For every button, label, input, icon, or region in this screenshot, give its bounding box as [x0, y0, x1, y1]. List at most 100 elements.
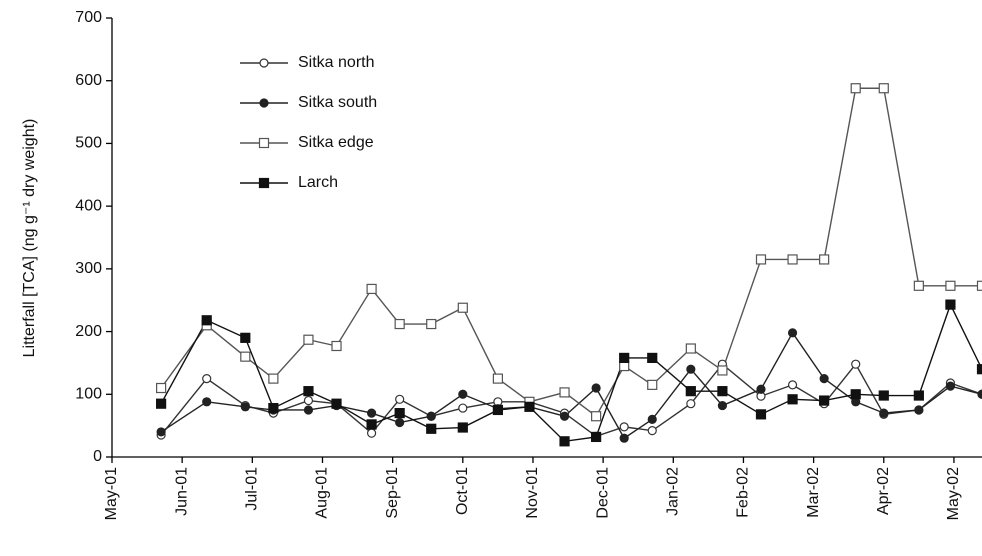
data-point [647, 379, 658, 390]
x-tick-label: Jan-02 [665, 467, 682, 516]
data-point [426, 318, 437, 330]
x-tick-label: Nov-01 [524, 467, 541, 519]
data-point [755, 254, 767, 265]
legend-label: Larch [298, 174, 338, 191]
y-tick-label: 500 [75, 135, 102, 152]
data-point [945, 381, 956, 391]
series-line [160, 331, 982, 440]
data-point [492, 373, 503, 384]
data-point [426, 411, 436, 421]
data-point [458, 389, 468, 399]
data-point [879, 408, 889, 418]
data-point [619, 433, 629, 443]
data-point [850, 83, 861, 94]
data-point [755, 409, 767, 420]
x-tick-label: Jul-01 [244, 467, 261, 511]
data-point [717, 386, 728, 397]
x-tick-label: Feb-02 [735, 467, 752, 518]
data-point [851, 359, 861, 369]
legend-marker [259, 98, 269, 108]
y-tick-label: 300 [75, 260, 102, 277]
data-point [202, 374, 212, 384]
data-point [976, 364, 982, 375]
data-point [878, 83, 889, 94]
data-point [426, 423, 437, 434]
data-point [492, 404, 503, 416]
data-point [787, 380, 798, 390]
data-point [685, 386, 696, 397]
data-point [717, 365, 728, 376]
y-tick-label: 0 [93, 448, 102, 465]
legend-label: Sitka south [298, 94, 377, 111]
data-point [559, 436, 570, 447]
legend-marker [258, 137, 270, 149]
data-point [366, 408, 377, 418]
x-tick-label: Jun-01 [173, 467, 190, 516]
data-point [878, 390, 889, 401]
legend-label: Sitka edge [298, 134, 374, 151]
y-tick-label: 600 [75, 72, 102, 89]
data-point [366, 419, 377, 430]
data-point [524, 401, 535, 412]
data-point [366, 428, 377, 438]
legend-marker [259, 58, 269, 68]
data-point [268, 373, 279, 384]
data-point [647, 352, 658, 364]
data-point [303, 405, 314, 415]
y-tick-label: 700 [75, 9, 102, 26]
x-tick-label: Sep-01 [384, 467, 401, 519]
data-point [458, 403, 468, 413]
data-point [819, 254, 830, 265]
data-point [914, 405, 924, 415]
data-point [201, 315, 212, 326]
data-point [394, 408, 405, 419]
data-point [686, 364, 696, 374]
data-point [395, 394, 405, 404]
data-point [976, 280, 982, 291]
legend-marker [258, 177, 270, 189]
data-point [945, 280, 956, 291]
data-point [240, 351, 251, 362]
legend-label: Sitka north [298, 54, 374, 71]
data-point [647, 414, 657, 424]
data-point [686, 399, 696, 409]
data-point [913, 390, 924, 401]
data-point [303, 334, 314, 345]
data-point [331, 340, 342, 352]
data-point [559, 387, 570, 398]
data-point [303, 386, 314, 397]
data-point [787, 394, 798, 405]
x-tick-label: May-02 [945, 467, 962, 520]
data-point [240, 402, 250, 412]
series-line [160, 362, 982, 438]
x-tick-label: Apr-02 [875, 467, 892, 515]
data-point [685, 343, 696, 354]
data-point [457, 422, 468, 433]
data-point [591, 383, 601, 393]
x-tick-label: Oct-01 [454, 467, 471, 515]
data-point [619, 352, 630, 364]
data-point [977, 389, 982, 399]
x-tick-label: Mar-02 [805, 467, 822, 518]
data-point [945, 299, 956, 310]
data-point [819, 374, 829, 384]
data-point [717, 400, 728, 411]
data-point [647, 426, 657, 436]
data-point [240, 332, 251, 343]
y-tick-label: 400 [75, 197, 102, 214]
x-tick-label: May-01 [103, 467, 120, 520]
data-point [819, 395, 830, 406]
data-point [787, 328, 798, 338]
data-point [756, 384, 766, 394]
data-point [591, 431, 602, 443]
x-tick-label: Aug-01 [314, 467, 331, 519]
x-tick-label: Dec-01 [594, 467, 611, 519]
data-point [156, 398, 167, 409]
data-point [303, 395, 314, 406]
data-point [591, 411, 602, 422]
data-point [394, 318, 405, 330]
series-line [160, 302, 982, 443]
data-point [202, 397, 212, 407]
data-point [156, 382, 167, 394]
data-point [331, 398, 342, 409]
